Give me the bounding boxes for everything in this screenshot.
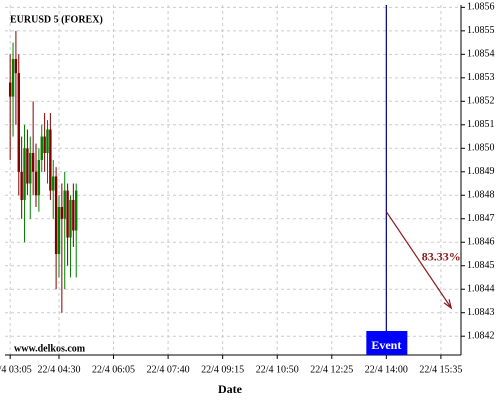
y-tick-label: 1.0847 [467, 213, 495, 224]
event-box [366, 331, 408, 355]
x-tick-label: 22/4 14:00 [365, 364, 408, 375]
forecast-arrow [385, 211, 452, 309]
y-tick-label: 1.0856 [467, 2, 495, 13]
arrow-head [443, 299, 453, 310]
candle-body [34, 171, 38, 196]
event-label: Event [371, 338, 401, 352]
candle-body [75, 190, 78, 231]
x-tick-label: 22/4 09:15 [201, 364, 244, 375]
y-tick-label: 1.0842 [467, 331, 495, 342]
x-tick-label: 22/4 12:25 [310, 364, 353, 375]
x-tick-label: 22/4 07:40 [147, 364, 190, 375]
y-tick-label: 1.0854 [467, 49, 495, 60]
y-tick-label: 1.0849 [467, 166, 495, 177]
y-tick-label: 1.0855 [467, 25, 495, 36]
candle-body [52, 176, 55, 191]
x-tick-label: 22/4 10:50 [256, 364, 299, 375]
candle-body [49, 129, 52, 191]
watermark: www.delkos.com [14, 343, 86, 354]
y-tick-label: 1.0850 [467, 143, 495, 154]
candle-body [66, 190, 69, 238]
candle-body [14, 59, 18, 74]
candle-body [17, 73, 20, 172]
y-tick-label: 1.0845 [467, 260, 495, 271]
candle-body [69, 199, 72, 238]
candle-body [40, 136, 43, 161]
candle-body [63, 190, 66, 219]
y-tick-label: 1.0853 [467, 72, 495, 83]
candle-body [26, 148, 29, 184]
forecast-label: 83.33% [422, 250, 461, 264]
x-tick-label: 22/4 03:05 [0, 364, 32, 375]
y-tick-label: 1.0844 [467, 284, 495, 295]
candle-body [37, 160, 41, 196]
candle-body [54, 176, 58, 254]
candle-body [46, 129, 49, 153]
x-axis-label: Date [218, 382, 243, 396]
candle-body [43, 136, 46, 153]
candle-body [57, 207, 61, 254]
candle-body [29, 152, 32, 184]
x-tick-label: 22/4 06:05 [92, 364, 135, 375]
candle-body [72, 199, 75, 231]
y-tick-label: 1.0848 [467, 190, 495, 201]
y-tick-label: 1.0846 [467, 237, 495, 248]
y-tick-label: 1.0843 [467, 307, 495, 318]
y-tick-label: 1.0851 [467, 119, 495, 130]
y-tick-label: 1.0852 [467, 96, 495, 107]
candle-body [20, 171, 23, 200]
candle-body [60, 207, 64, 219]
candle-body [11, 59, 15, 97]
x-tick-label: 22/4 15:35 [419, 364, 462, 375]
candle-body [23, 148, 26, 200]
chart-title: EURUSD 5 (FOREX) [10, 14, 103, 25]
candle-body [31, 152, 35, 172]
candle-body [8, 82, 12, 97]
x-tick-label: 22/4 04:30 [37, 364, 80, 375]
